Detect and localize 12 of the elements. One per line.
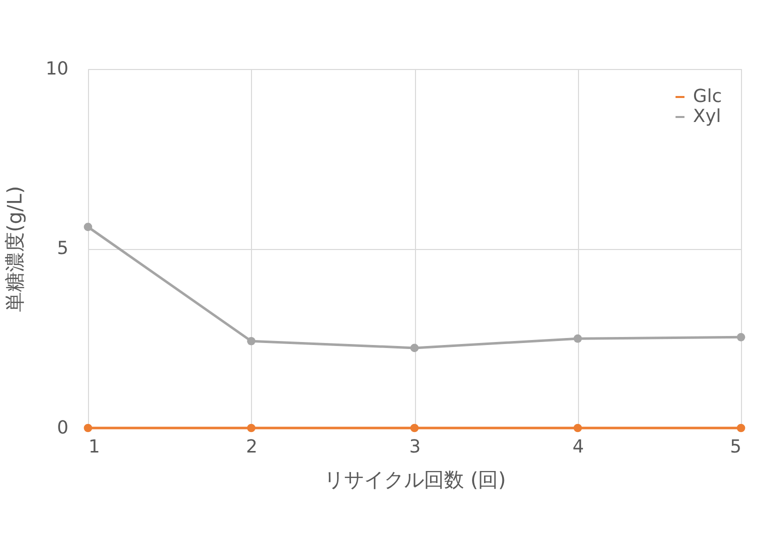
x-tick-label: 2 <box>246 436 258 458</box>
x-tick-label: 5 <box>730 436 742 458</box>
y-tick-label: 5 <box>57 238 68 259</box>
legend-label: Glc <box>693 86 722 107</box>
y-tick-label: 0 <box>57 418 68 438</box>
y-axis-title: 単糖濃度(g/L) <box>2 186 27 312</box>
y-tick-label: 10 <box>46 58 68 80</box>
legend-label: Xyl <box>693 106 721 127</box>
x-tick-label: 1 <box>88 436 100 458</box>
x-tick-label: 3 <box>409 436 421 458</box>
x-tick-label: 4 <box>572 436 584 458</box>
x-axis-title: リサイクル回数 (回) <box>324 468 506 492</box>
